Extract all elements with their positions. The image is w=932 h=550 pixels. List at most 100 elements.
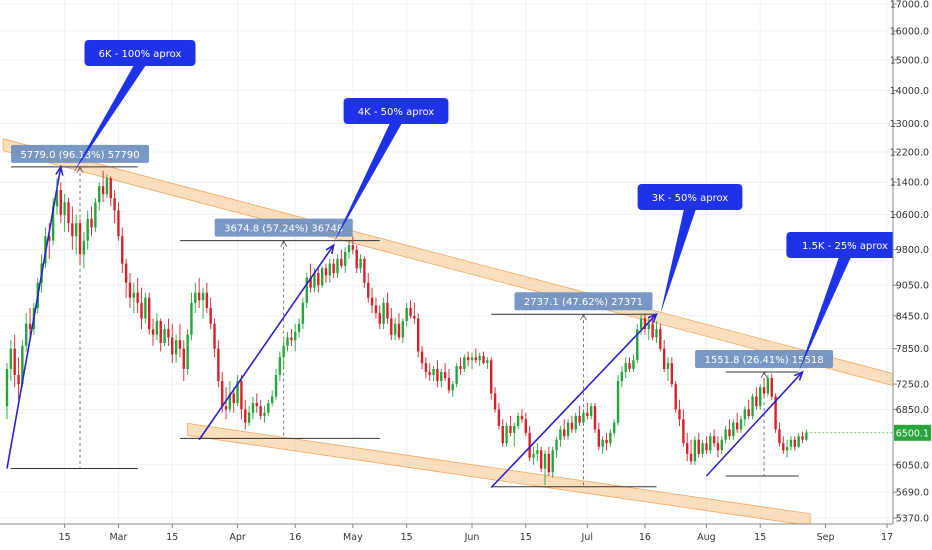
candle-body: [578, 415, 581, 423]
candle: [244, 399, 247, 430]
candle: [655, 321, 658, 344]
candle: [343, 247, 347, 274]
candle: [574, 412, 577, 433]
trend-line: [198, 244, 335, 441]
candle: [409, 300, 412, 319]
time-tick-label: Aug: [697, 532, 716, 543]
candle: [701, 439, 704, 458]
candle-body: [228, 393, 232, 410]
candle: [643, 313, 647, 335]
time-tick-label: 15: [401, 532, 413, 543]
candle: [470, 352, 474, 369]
candle: [605, 432, 608, 451]
candle: [463, 354, 466, 372]
measure-label: 3674.8 (57.24%) 36748: [224, 224, 343, 235]
candle: [386, 292, 389, 324]
candle-body: [520, 415, 524, 420]
candle: [689, 439, 693, 465]
candle: [217, 340, 220, 388]
candle-body: [251, 402, 255, 413]
candle: [651, 315, 654, 341]
candle-body: [705, 443, 708, 451]
candle-body: [247, 412, 251, 423]
candle-body: [67, 202, 70, 224]
price-tick-label: 13000.0: [890, 119, 929, 130]
candle: [782, 436, 785, 454]
candle-body: [94, 202, 97, 228]
measure-arrowhead: [76, 165, 84, 174]
candle: [278, 351, 282, 382]
candle-body: [743, 409, 747, 420]
candle-body: [294, 331, 297, 341]
candle: [516, 412, 520, 430]
candle-body: [197, 292, 201, 301]
candle-body: [720, 439, 723, 451]
candle-body: [528, 432, 531, 458]
callout-label: 6K - 100% aprox: [99, 49, 182, 60]
candle: [320, 265, 324, 288]
candle-body: [132, 292, 136, 298]
candle-body: [393, 323, 397, 335]
candle: [559, 426, 562, 447]
candle: [347, 240, 351, 259]
candle-body: [171, 337, 174, 355]
candle-body: [659, 329, 662, 349]
candle-body: [374, 305, 378, 314]
candle: [551, 446, 554, 478]
candle: [105, 174, 109, 199]
candle-body: [447, 378, 451, 391]
callout-box: [786, 232, 904, 258]
candle-body: [259, 406, 262, 416]
candle-body: [109, 178, 112, 199]
candle: [513, 422, 516, 447]
price-axis[interactable]: 17000.0 16000.0 15000.0 14000.0 13000.0 12200…: [890, 0, 932, 550]
candle: [755, 387, 758, 410]
candle: [597, 422, 601, 451]
candle-body: [178, 340, 182, 349]
candle-body: [167, 329, 170, 338]
candle: [78, 218, 82, 264]
candle-body: [505, 426, 508, 444]
candle: [301, 297, 305, 330]
candle-body: [797, 436, 800, 447]
candle-body: [747, 409, 750, 416]
candle: [662, 340, 666, 372]
candle-body: [501, 426, 504, 444]
candle: [632, 354, 635, 372]
candle-body: [601, 439, 604, 447]
candle-body: [186, 334, 189, 369]
candle-body: [363, 258, 366, 283]
candle: [705, 436, 708, 454]
candle-body: [351, 245, 355, 250]
candle: [709, 432, 712, 454]
candle-body: [624, 363, 627, 372]
candle-body: [712, 436, 716, 444]
candle-body: [436, 368, 439, 382]
candle-body: [593, 406, 597, 430]
trend-line: [490, 313, 658, 489]
candle-body: [201, 292, 205, 301]
candle: [693, 436, 697, 465]
candle: [351, 236, 355, 255]
candle: [712, 429, 716, 447]
candle-body: [513, 426, 516, 433]
candle: [686, 432, 689, 462]
candle-body: [263, 412, 266, 416]
candle: [539, 446, 543, 473]
candle-body: [328, 263, 332, 276]
candle-body: [98, 186, 101, 203]
candle-body: [382, 302, 385, 324]
time-tick-label: 15: [754, 532, 766, 543]
candle: [255, 393, 258, 413]
candle: [263, 406, 266, 423]
time-axis[interactable]: 15 Mar 15 Apr 16 May 15 Jun 15 Jul 16 Aug 15 Sep 17: [0, 523, 893, 550]
candle-body: [686, 443, 689, 454]
candle-body: [643, 318, 647, 330]
candle-body: [78, 223, 82, 255]
candle-body: [205, 292, 209, 308]
callout-pointer: [798, 257, 851, 372]
candle-body: [482, 356, 485, 364]
candle: [805, 429, 808, 442]
candle: [136, 277, 139, 314]
candle: [251, 396, 255, 420]
